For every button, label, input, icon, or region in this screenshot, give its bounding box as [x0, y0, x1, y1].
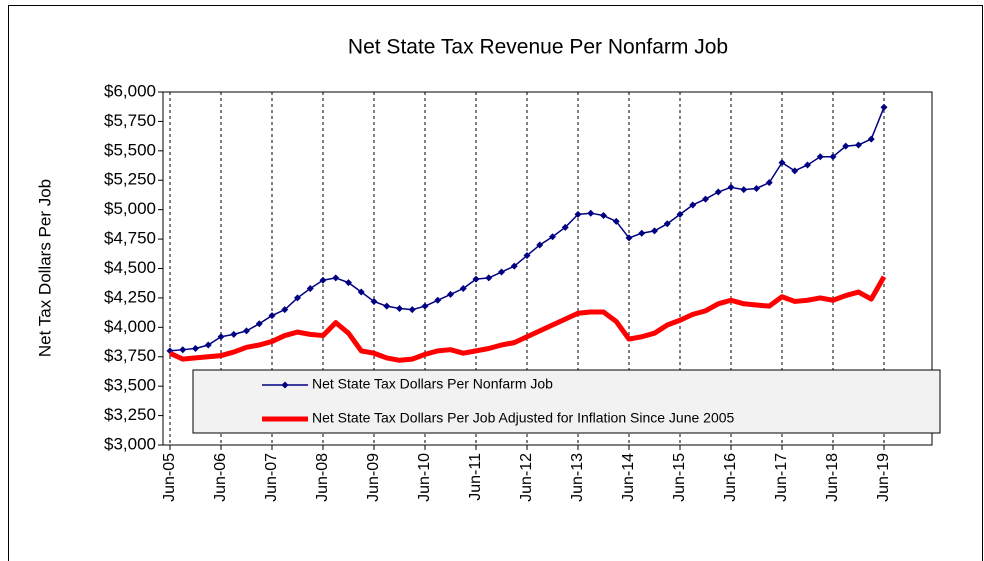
marker: [561, 223, 569, 231]
marker: [396, 305, 403, 313]
series-line: [168, 275, 887, 363]
y-tick-label: $4,750: [104, 229, 156, 248]
marker: [587, 209, 595, 217]
plot-frame: [162, 91, 933, 446]
marker: [204, 341, 212, 349]
marker: [268, 312, 276, 320]
x-tick-label: Jun-15: [671, 453, 688, 502]
marker: [651, 227, 658, 235]
y-tick-label: $4,500: [104, 258, 156, 277]
marker: [867, 135, 875, 143]
marker: [434, 296, 442, 304]
marker: [855, 141, 862, 149]
marker: [778, 159, 786, 167]
marker: [332, 274, 340, 282]
y-tick-label: $5,750: [104, 111, 156, 130]
marker: [243, 327, 250, 335]
x-tick-label: Jun-12: [518, 453, 535, 502]
marker: [727, 183, 735, 191]
y-tick-label: $4,250: [104, 287, 156, 306]
x-tick-label: Jun-09: [365, 453, 382, 502]
y-tick-label: $3,500: [104, 376, 156, 395]
x-tick-label: Jun-06: [212, 453, 229, 502]
marker: [255, 320, 263, 328]
legend: [192, 369, 941, 434]
legend-label: Net State Tax Dollars Per Nonfarm Job: [312, 376, 553, 392]
marker: [357, 288, 365, 296]
marker: [485, 274, 493, 282]
marker: [880, 103, 888, 111]
marker: [281, 306, 289, 314]
marker: [829, 153, 837, 161]
chart-title: Net State Tax Revenue Per Nonfarm Job: [348, 36, 728, 59]
legend-marker: [281, 381, 289, 389]
x-tick-label: Jun-17: [773, 453, 790, 502]
marker: [383, 302, 391, 310]
x-tick-label: Jun-18: [824, 453, 841, 502]
marker: [370, 297, 378, 305]
marker: [842, 142, 850, 150]
marker: [702, 195, 709, 203]
marker: [472, 275, 480, 283]
marker: [230, 330, 238, 338]
marker: [765, 179, 773, 187]
marker: [612, 217, 620, 225]
marker: [536, 241, 544, 249]
y-tick-label: $3,000: [104, 434, 156, 453]
marker: [689, 201, 697, 209]
marker: [600, 212, 607, 220]
y-tick-label: $4,000: [104, 317, 156, 336]
marker: [753, 184, 760, 192]
marker: [740, 186, 748, 194]
marker: [306, 285, 314, 293]
marker: [217, 333, 225, 341]
marker: [498, 268, 505, 276]
marker: [447, 290, 454, 298]
x-tick-label: Jun-16: [722, 453, 739, 502]
marker: [714, 188, 722, 196]
marker: [319, 276, 327, 284]
x-tick-label: Jun-13: [569, 453, 586, 502]
x-tick-label: Jun-07: [263, 453, 280, 502]
x-tick-label: Jun-10: [416, 453, 433, 502]
y-tick-label: $5,250: [104, 170, 156, 189]
marker: [523, 252, 531, 260]
marker: [804, 161, 811, 169]
marker: [179, 346, 187, 354]
marker: [549, 233, 556, 241]
x-tick-label: Jun-14: [620, 453, 637, 502]
x-tick-label: Jun-11: [467, 453, 484, 501]
y-tick-label: $3,250: [104, 405, 156, 424]
x-tick-label: Jun-05: [161, 453, 178, 502]
y-tick-label: $6,000: [104, 81, 156, 100]
marker: [192, 345, 199, 353]
x-tick-label: Jun-19: [875, 453, 892, 502]
y-tick-label: $5,500: [104, 140, 156, 159]
marker: [638, 229, 646, 237]
marker: [791, 167, 799, 175]
marker: [408, 306, 416, 314]
x-tick-label: Jun-08: [314, 453, 331, 502]
marker: [459, 285, 467, 293]
marker: [625, 234, 633, 242]
marker: [294, 294, 301, 302]
y-tick-label: $3,750: [104, 346, 156, 365]
frame: [8, 5, 983, 561]
marker: [676, 210, 684, 218]
marker: [663, 220, 671, 228]
marker: [421, 302, 429, 310]
marker: [574, 210, 582, 218]
marker: [345, 279, 352, 287]
marker: [510, 262, 518, 270]
y-axis-label: Net Tax Dollars Per Job: [35, 179, 54, 357]
legend-label: Net State Tax Dollars Per Job Adjusted f…: [312, 410, 735, 426]
y-tick-label: $5,000: [104, 199, 156, 218]
marker: [816, 153, 824, 161]
